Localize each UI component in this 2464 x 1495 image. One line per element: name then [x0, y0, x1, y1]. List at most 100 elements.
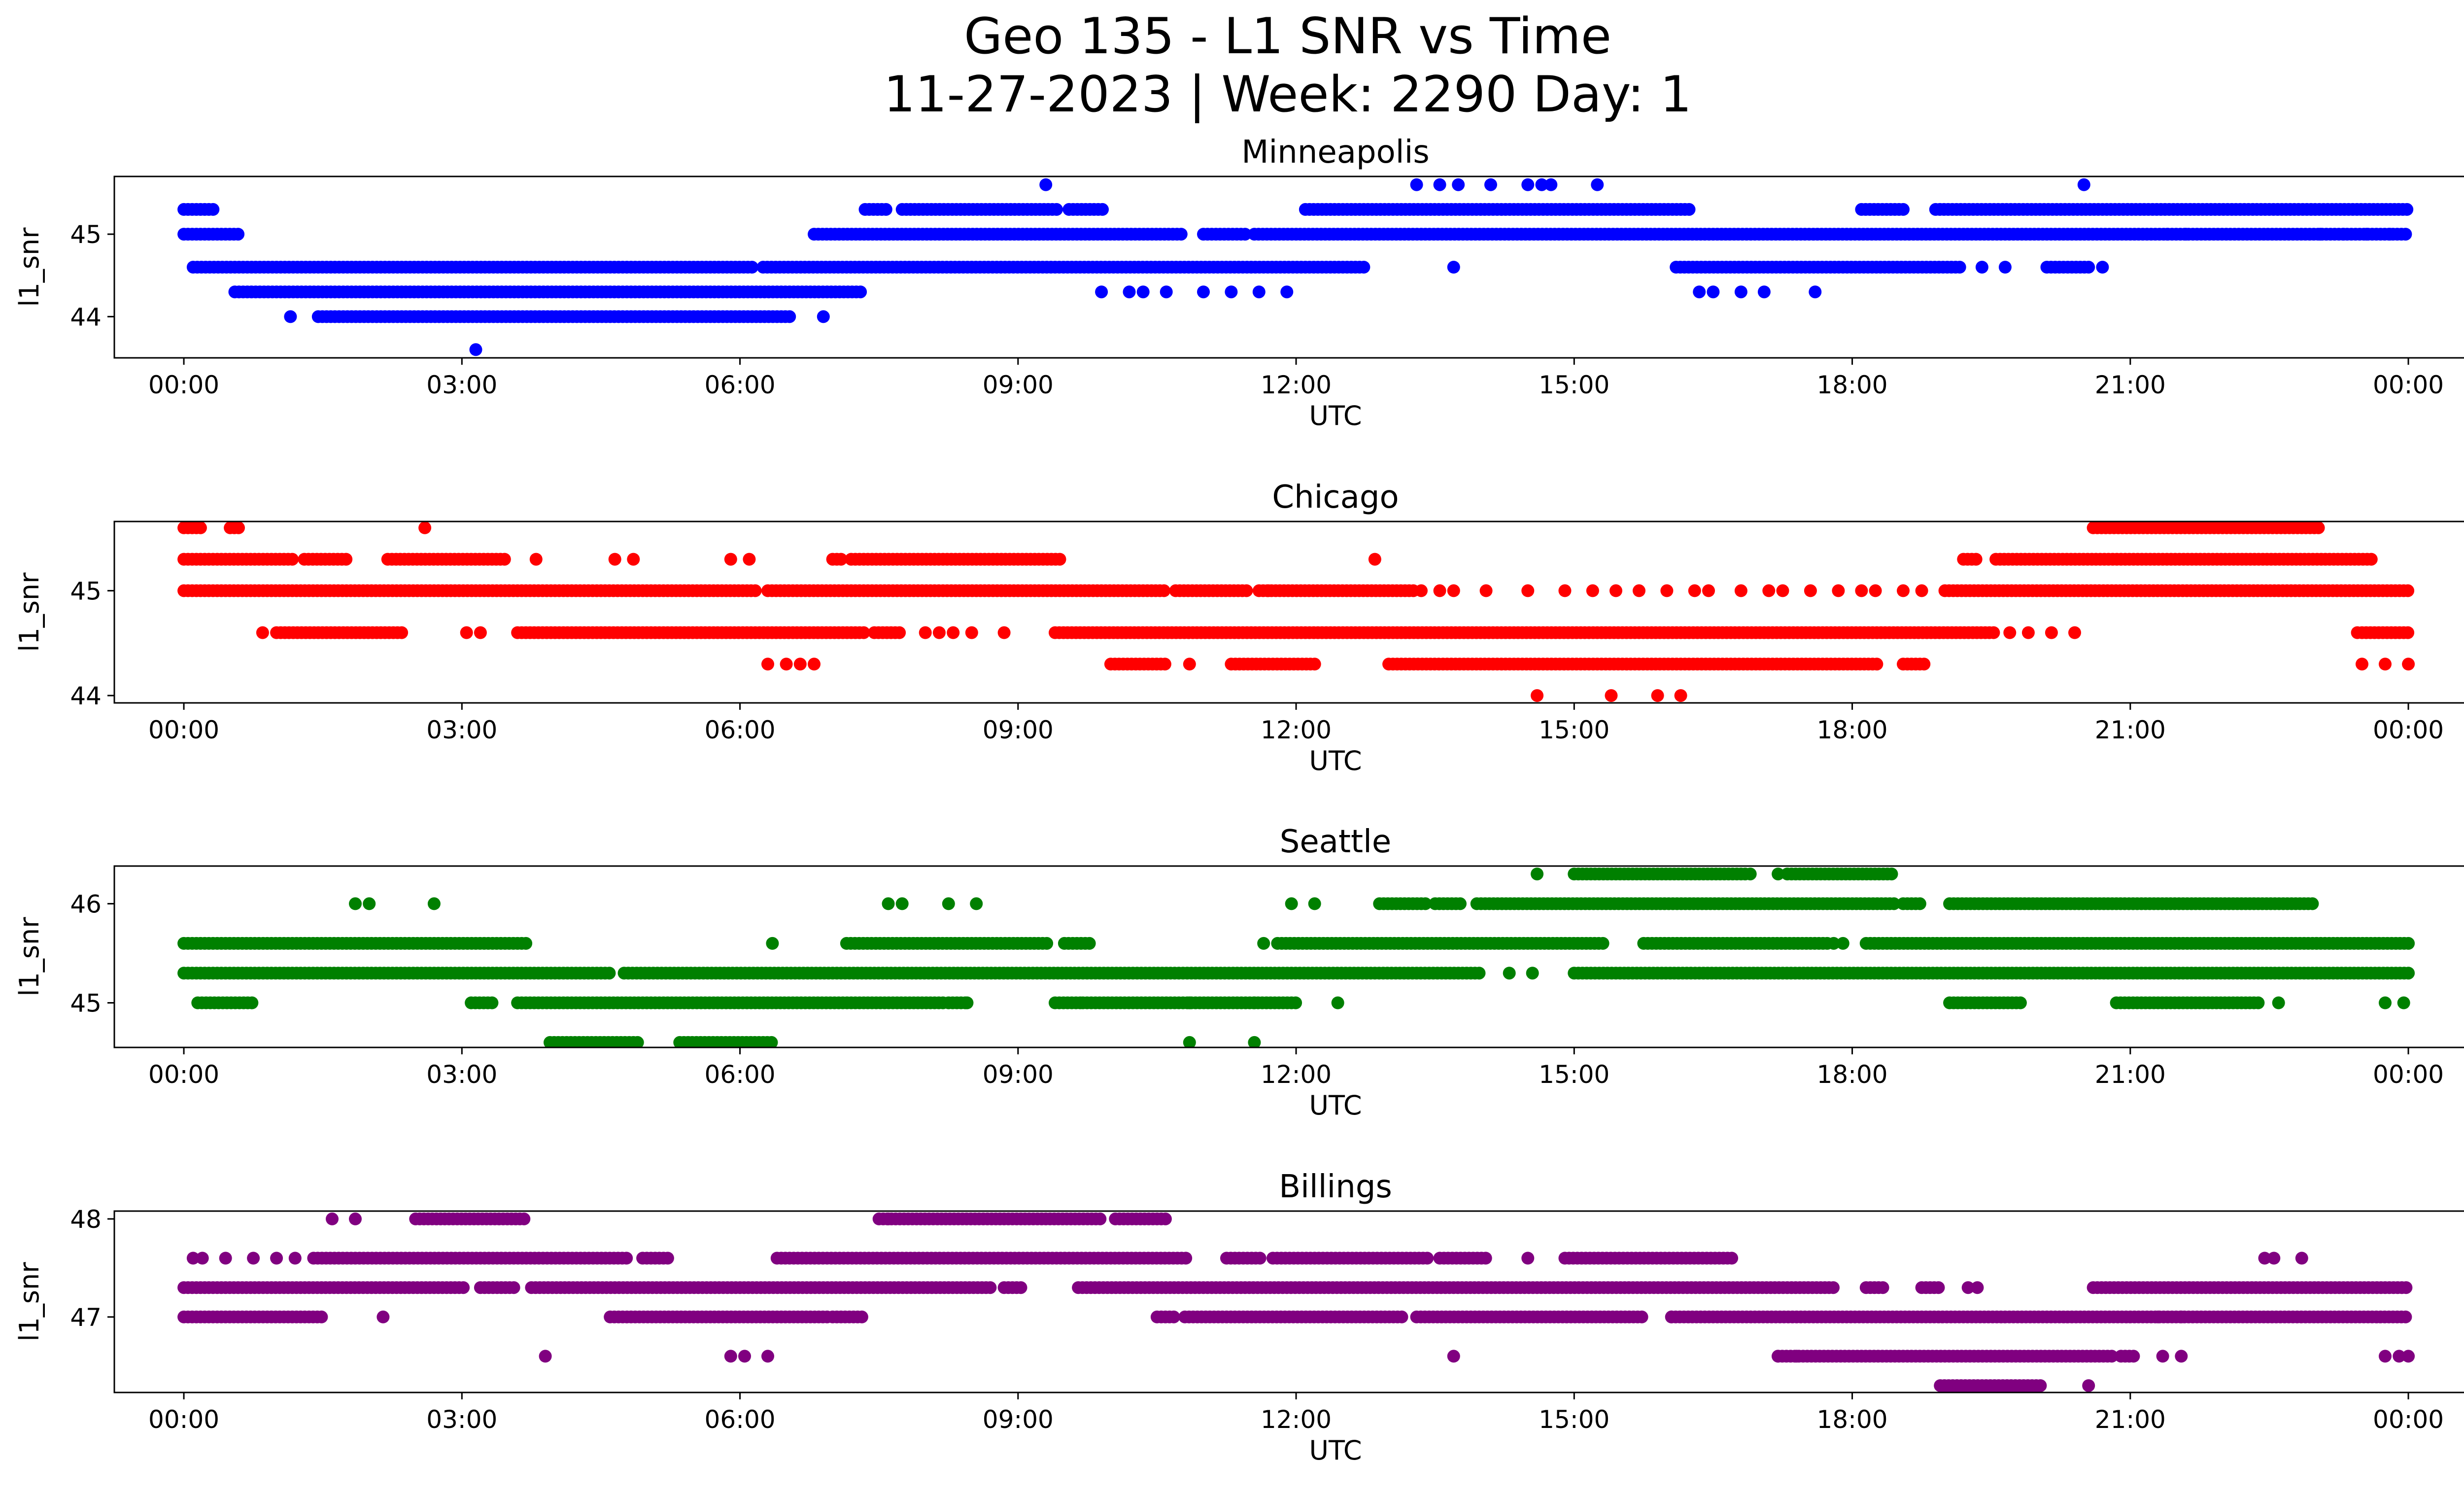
- data-point: [460, 626, 473, 639]
- data-point: [1832, 584, 1845, 597]
- y-tick-label: 45: [70, 989, 102, 1018]
- data-point: [603, 967, 616, 980]
- data-point: [1702, 584, 1715, 597]
- data-point: [1535, 178, 1548, 191]
- data-point: [817, 310, 830, 323]
- subplot-title: Billings: [1279, 1169, 1392, 1205]
- x-tick-label: 06:00: [705, 1060, 776, 1089]
- data-point: [1707, 285, 1720, 299]
- y-tick-label: 45: [70, 577, 102, 605]
- data-point: [857, 626, 870, 639]
- data-point: [724, 553, 737, 566]
- data-point: [1285, 897, 1298, 910]
- data-point: [498, 553, 511, 566]
- data-point: [1225, 285, 1238, 299]
- y-tick-label: 44: [70, 303, 102, 331]
- data-point: [2337, 228, 2350, 241]
- data-point: [1932, 1281, 1945, 1294]
- data-point: [485, 996, 499, 1009]
- data-point: [1772, 868, 1785, 881]
- data-point: [997, 626, 1011, 639]
- data-point: [286, 553, 299, 566]
- data-point: [2402, 967, 2415, 980]
- data-point: [1158, 658, 1171, 671]
- data-point: [418, 522, 432, 534]
- y-tick-label: 46: [70, 890, 102, 918]
- x-tick-label: 18:00: [1817, 716, 1888, 744]
- figure-title-line2: 11-27-2023 | Week: 2290 Day: 1: [884, 65, 1692, 123]
- data-point: [1591, 178, 1604, 191]
- data-point: [1179, 1252, 1193, 1265]
- subplot-title: Seattle: [1280, 824, 1392, 860]
- x-tick-label: 18:00: [1817, 371, 1888, 399]
- data-point: [1987, 626, 2000, 639]
- data-point: [1415, 584, 1428, 597]
- data-point: [395, 626, 409, 639]
- data-point: [1248, 1036, 1261, 1047]
- data-point: [1869, 584, 1882, 597]
- data-point: [2179, 228, 2192, 241]
- data-point: [1308, 897, 1321, 910]
- data-point: [1885, 868, 1898, 881]
- data-point: [469, 343, 482, 356]
- figure-title: Geo 135 - L1 SNR vs Time 11-27-2023 | We…: [0, 7, 2464, 123]
- data-point: [1252, 285, 1266, 299]
- data-points: [177, 522, 2415, 702]
- data-point: [893, 626, 906, 639]
- data-point: [1433, 584, 1446, 597]
- data-point: [1136, 285, 1150, 299]
- data-point: [1596, 937, 1609, 950]
- data-point: [895, 897, 909, 910]
- data-point: [1331, 996, 1344, 1009]
- data-point: [947, 626, 960, 639]
- data-point: [1917, 658, 1931, 671]
- data-point: [1421, 1252, 1434, 1265]
- data-point: [1472, 967, 1486, 980]
- data-point: [2397, 996, 2410, 1009]
- data-point: [1410, 178, 1423, 191]
- data-point: [194, 522, 207, 534]
- data-point: [2399, 228, 2412, 241]
- data-points: [177, 1212, 2415, 1392]
- data-point: [942, 897, 955, 910]
- data-point: [2314, 228, 2327, 241]
- data-point: [1447, 261, 1460, 274]
- data-point: [1734, 285, 1747, 299]
- data-point: [1280, 285, 1294, 299]
- data-point: [1913, 897, 1926, 910]
- data-point: [854, 285, 867, 299]
- data-point: [2272, 996, 2285, 1009]
- x-axis-label: UTC: [1309, 745, 1362, 776]
- x-tick-label: 21:00: [2095, 1060, 2166, 1089]
- data-point: [882, 897, 895, 910]
- data-point: [1433, 178, 1446, 191]
- data-point: [2401, 584, 2415, 597]
- data-point: [2082, 261, 2095, 274]
- data-point: [1123, 285, 1136, 299]
- data-point: [834, 553, 848, 566]
- data-point: [507, 1281, 520, 1294]
- data-point: [1531, 689, 1544, 702]
- y-axis-label: l1_snr: [14, 917, 45, 997]
- x-tick-label: 00:00: [2373, 1060, 2444, 1089]
- data-point: [1253, 1252, 1266, 1265]
- data-point: [1183, 658, 1196, 671]
- data-point: [2014, 996, 2027, 1009]
- data-point: [232, 228, 245, 241]
- data-point: [2364, 553, 2378, 566]
- data-point: [1238, 228, 1252, 241]
- data-point: [1725, 1252, 1739, 1265]
- data-point: [457, 1281, 470, 1294]
- data-point: [2379, 996, 2392, 1009]
- data-point: [1240, 584, 1253, 597]
- data-point: [919, 626, 932, 639]
- data-point: [256, 626, 269, 639]
- data-point: [1248, 996, 1261, 1009]
- data-point: [1040, 937, 1054, 950]
- x-tick-label: 15:00: [1539, 371, 1609, 399]
- data-point: [232, 522, 245, 534]
- x-tick-label: 00:00: [2373, 716, 2444, 744]
- data-point: [1160, 285, 1173, 299]
